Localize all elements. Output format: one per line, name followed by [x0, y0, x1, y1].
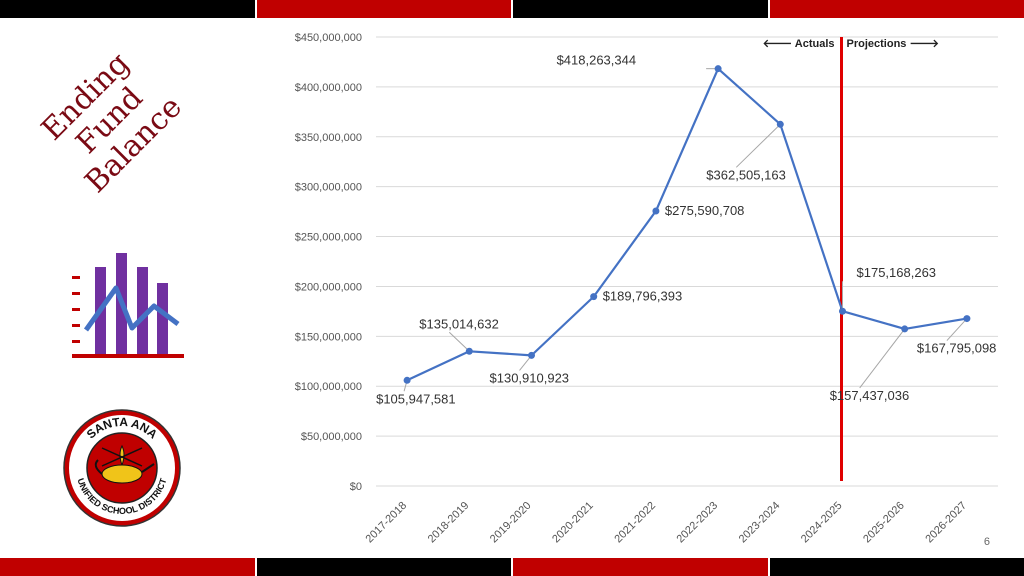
data-label: $130,910,923 — [490, 370, 570, 385]
actuals-label: 🡐 Actuals — [763, 38, 835, 50]
data-label: $135,014,632 — [419, 316, 499, 331]
y-tick-label: $50,000,000 — [301, 431, 362, 443]
y-tick-label: $200,000,000 — [295, 281, 362, 293]
x-tick-label: 2017-2018 — [364, 500, 410, 546]
band-segment — [256, 0, 511, 18]
data-point — [652, 207, 660, 215]
page-number: 6 — [983, 536, 990, 548]
band-segment — [513, 0, 768, 18]
data-point — [901, 325, 909, 333]
x-tick-label: 2025-2026 — [861, 500, 907, 546]
bar-chart-icon — [72, 253, 184, 358]
x-tick-label: 2018-2019 — [426, 500, 472, 546]
data-point — [528, 351, 535, 359]
data-label: $105,947,581 — [376, 391, 456, 406]
band-segment — [0, 558, 255, 576]
y-tick-label: $450,000,000 — [295, 32, 362, 44]
band-segment — [0, 0, 255, 18]
x-tick-label: 2019-2020 — [488, 500, 534, 546]
data-point — [403, 376, 411, 384]
top-color-band — [0, 0, 1024, 18]
data-point — [963, 315, 971, 323]
band-segment — [769, 558, 1024, 576]
band-segment — [769, 0, 1024, 18]
label-leader — [859, 328, 906, 389]
x-tick-label: 2021-2022 — [612, 500, 658, 546]
projections-label: Projections 🡒 — [847, 38, 939, 50]
y-tick-label: $350,000,000 — [295, 132, 362, 144]
series-line — [406, 67, 968, 382]
data-point — [465, 347, 473, 355]
band-segment — [256, 558, 511, 576]
y-tick-label: $100,000,000 — [295, 381, 362, 393]
data-label: $167,795,098 — [917, 341, 997, 356]
data-label: $157,437,036 — [830, 388, 910, 403]
y-tick-label: $400,000,000 — [295, 82, 362, 94]
label-leader — [735, 123, 781, 168]
label-leader — [946, 318, 968, 341]
x-tick-label: 2020-2021 — [550, 500, 596, 546]
x-tick-label: 2024-2025 — [799, 500, 845, 546]
data-label: $275,590,708 — [665, 203, 745, 218]
x-tick-label: 2023-2024 — [737, 500, 783, 546]
bottom-color-band — [0, 558, 1024, 576]
y-tick-label: $250,000,000 — [295, 232, 362, 244]
label-leader — [448, 331, 470, 352]
data-label: $175,168,263 — [857, 265, 937, 280]
data-label: $362,505,163 — [706, 167, 786, 182]
y-tick-label: $0 — [350, 481, 362, 493]
y-tick-label: $150,000,000 — [295, 331, 362, 343]
x-tick-label: 2026-2027 — [923, 500, 969, 546]
district-seal-icon: SANTA ANA UNIFIED SCHOOL DISTRICT — [63, 409, 181, 527]
band-segment — [513, 558, 768, 576]
data-point — [714, 65, 722, 73]
data-point — [839, 307, 846, 315]
y-tick-label: $300,000,000 — [295, 182, 362, 194]
data-label: $418,263,344 — [557, 53, 637, 68]
data-point — [776, 120, 784, 128]
data-point — [590, 293, 598, 301]
x-tick-label: 2022-2023 — [675, 500, 721, 546]
data-label: $189,796,393 — [603, 289, 683, 304]
